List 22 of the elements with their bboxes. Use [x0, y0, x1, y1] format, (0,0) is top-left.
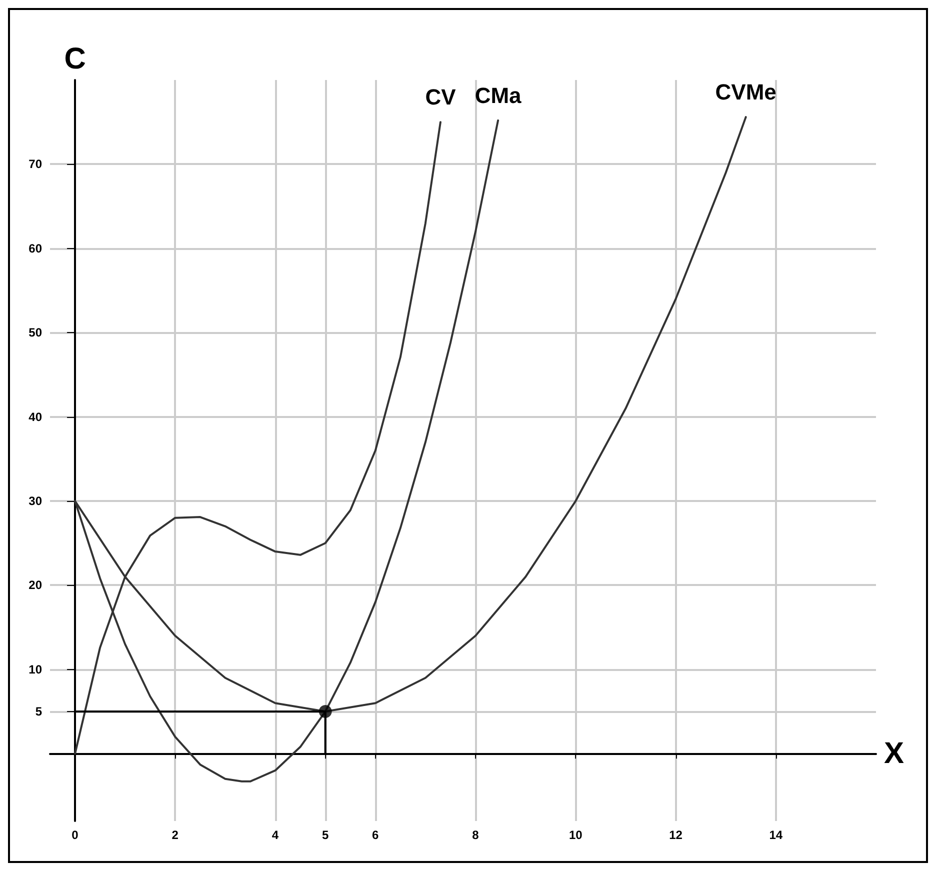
y-tick-label: 5 [35, 704, 42, 719]
y-tick-label: 40 [28, 410, 42, 424]
x-tick-label: 6 [372, 828, 380, 842]
series-label: CV [425, 84, 456, 110]
y-tick-label: 10 [28, 662, 42, 676]
y-tick-label: 20 [28, 578, 42, 592]
series-label: CVMe [715, 80, 776, 105]
x-tick-label: 14 [769, 828, 783, 842]
y-tick-label: 30 [28, 494, 42, 508]
x-tick-label: 4 [272, 828, 279, 842]
y-tick-label: 60 [28, 241, 42, 256]
y-axis-title: C [64, 42, 86, 76]
y-tick-label: 50 [28, 326, 42, 340]
x-tick-label: 2 [172, 828, 179, 842]
x-axis-title: X [884, 737, 904, 770]
x-tick-label: 10 [568, 828, 583, 842]
y-tick-label: 70 [28, 157, 42, 172]
x-tick-label: 5 [322, 828, 329, 842]
x-tick-label: 12 [669, 828, 683, 842]
series-label: CMa [474, 82, 522, 108]
x-tick-label: 0 [72, 828, 79, 842]
x-tick-label: 8 [472, 828, 480, 842]
